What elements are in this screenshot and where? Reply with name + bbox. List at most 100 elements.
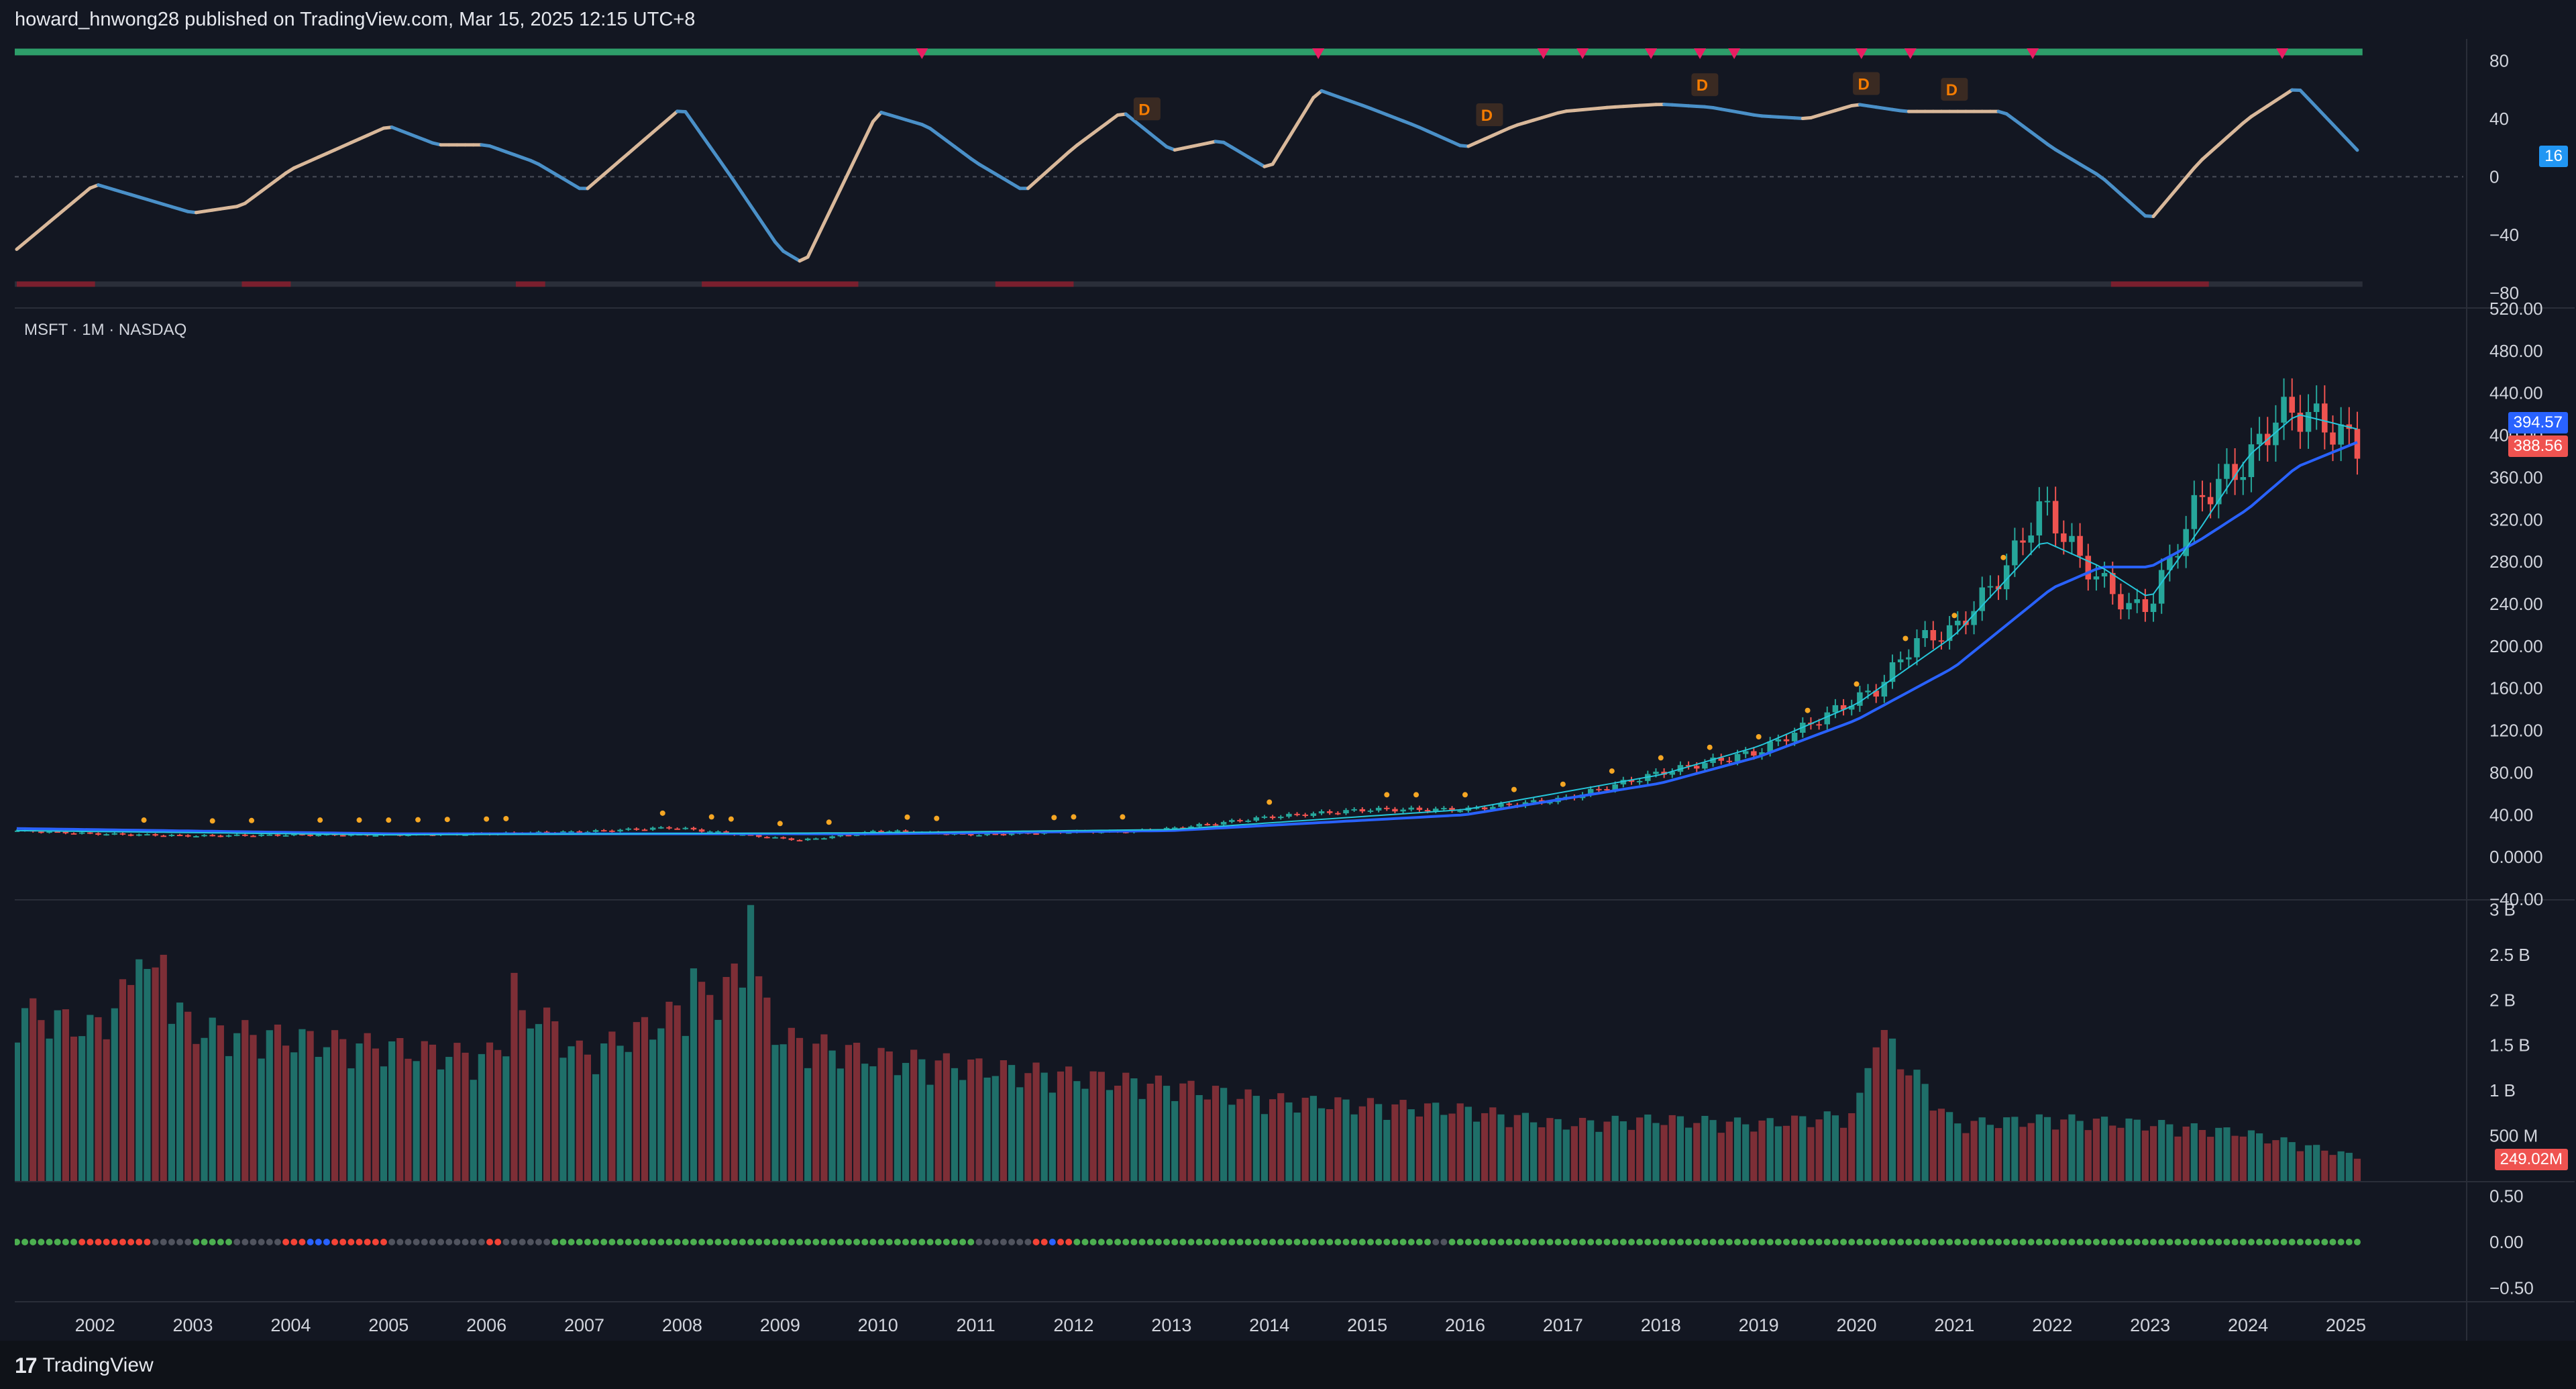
volume-bar	[127, 984, 135, 1181]
d-label-text: D	[1858, 75, 1869, 93]
volume-y-tick-label: 1.5 B	[2489, 1035, 2530, 1056]
osc-line-segment	[936, 132, 949, 142]
state-dot	[1954, 1239, 1962, 1245]
osc-line-segment	[64, 200, 76, 211]
chart-svg[interactable]: 80400−40−80520.00480.00440.00400.00360.0…	[15, 39, 2575, 1341]
candle-body	[1653, 772, 1659, 774]
osc-y-tick-label: 40	[2489, 109, 2509, 129]
volume-bar	[983, 1077, 991, 1181]
volume-bar	[1195, 1094, 1203, 1181]
state-dot	[837, 1239, 844, 1245]
volume-bar	[103, 1039, 110, 1181]
osc-bottom-band-segment	[515, 281, 545, 287]
osc-bottom-band-segment	[2110, 281, 2209, 287]
osc-line-segment	[2176, 176, 2188, 189]
state-dot	[2329, 1239, 2337, 1245]
state-dot	[2288, 1239, 2296, 1245]
x-tick-label: 2003	[172, 1315, 213, 1335]
state-dot	[576, 1239, 583, 1245]
state-dot	[78, 1239, 86, 1245]
osc-line-segment	[2021, 124, 2033, 134]
volume-bar	[755, 976, 763, 1181]
candle-body	[62, 831, 69, 833]
candle-body	[209, 835, 215, 837]
volume-bar	[682, 1035, 689, 1181]
state-dot	[991, 1239, 999, 1245]
state-dot	[2109, 1239, 2116, 1245]
state-dot	[2337, 1239, 2345, 1245]
x-tick-label: 2011	[957, 1315, 996, 1335]
osc-line-segment	[733, 180, 745, 196]
state-dot	[1521, 1239, 1529, 1245]
state-dot	[568, 1239, 575, 1245]
volume-bar	[1358, 1106, 1366, 1181]
state-dot	[1122, 1239, 1130, 1245]
state-dot	[2174, 1239, 2182, 1245]
osc-line-segment	[741, 192, 753, 208]
signal-dot-marker	[1511, 786, 1517, 792]
candle-body	[1506, 803, 1512, 805]
state-dot	[1358, 1239, 1366, 1245]
candle-body	[649, 827, 656, 830]
state-dot	[1921, 1239, 1929, 1245]
signal-dot-marker	[1658, 755, 1664, 761]
osc-bottom-band-segment	[241, 281, 291, 287]
candle-body	[625, 828, 631, 830]
state-dot	[1611, 1239, 1619, 1245]
signal-dot-marker	[1560, 781, 1566, 787]
candle-body	[1123, 831, 1129, 833]
candle-body	[2289, 397, 2295, 413]
volume-bar	[470, 1080, 477, 1181]
volume-bar	[396, 1037, 404, 1181]
osc-line-segment	[1067, 144, 1079, 154]
candle-body	[1000, 833, 1007, 835]
candle-body	[1759, 752, 1765, 756]
osc-line-segment	[243, 195, 255, 205]
state-dot	[1456, 1239, 1464, 1245]
state-dot	[853, 1239, 861, 1245]
state-dot	[217, 1239, 224, 1245]
candle-body	[233, 834, 240, 836]
x-tick-label: 2002	[75, 1315, 115, 1335]
state-dot	[2207, 1239, 2214, 1245]
volume-bar	[559, 1058, 567, 1181]
candle-body	[1359, 809, 1366, 812]
signal-dot-marker	[249, 817, 255, 823]
volume-bar	[54, 1010, 61, 1181]
chart-area[interactable]: 80400−40−80520.00480.00440.00400.00360.0…	[15, 39, 2575, 1341]
osc-line-segment	[1099, 119, 1112, 130]
candle-body	[2101, 572, 2108, 577]
candle-body	[1816, 724, 1822, 726]
osc-line-segment	[839, 170, 851, 191]
dots-y-tick-label: 0.00	[2489, 1232, 2524, 1252]
candle-body	[902, 830, 909, 832]
state-dot	[1203, 1239, 1211, 1245]
state-dot	[2060, 1239, 2068, 1245]
volume-bar	[1831, 1115, 1839, 1181]
x-tick-label: 2008	[662, 1315, 702, 1335]
volume-bar	[1138, 1098, 1146, 1181]
candle-body	[201, 835, 207, 837]
state-dot	[608, 1239, 616, 1245]
candle-body	[2281, 397, 2287, 423]
osc-line-segment	[806, 238, 818, 259]
volume-bar	[1383, 1119, 1391, 1181]
state-dot	[551, 1239, 559, 1245]
state-dot	[380, 1239, 387, 1245]
candle-body	[2199, 495, 2206, 497]
state-dot	[869, 1239, 877, 1245]
state-dot	[2141, 1239, 2149, 1245]
state-dot	[1260, 1239, 1268, 1245]
price-y-tick-label: 480.00	[2489, 341, 2543, 361]
candle-body	[119, 833, 126, 835]
volume-bar	[1424, 1103, 1432, 1181]
volume-bar	[804, 1068, 812, 1181]
candle-body	[1685, 765, 1692, 767]
osc-line-segment	[692, 121, 704, 137]
candle-body	[1530, 800, 1537, 803]
osc-line-segment	[602, 165, 614, 176]
state-dot	[625, 1239, 632, 1245]
state-dot	[1008, 1239, 1016, 1245]
tradingview-logo[interactable]: 17 TradingView	[15, 1353, 154, 1378]
candle-body	[1938, 640, 1945, 642]
